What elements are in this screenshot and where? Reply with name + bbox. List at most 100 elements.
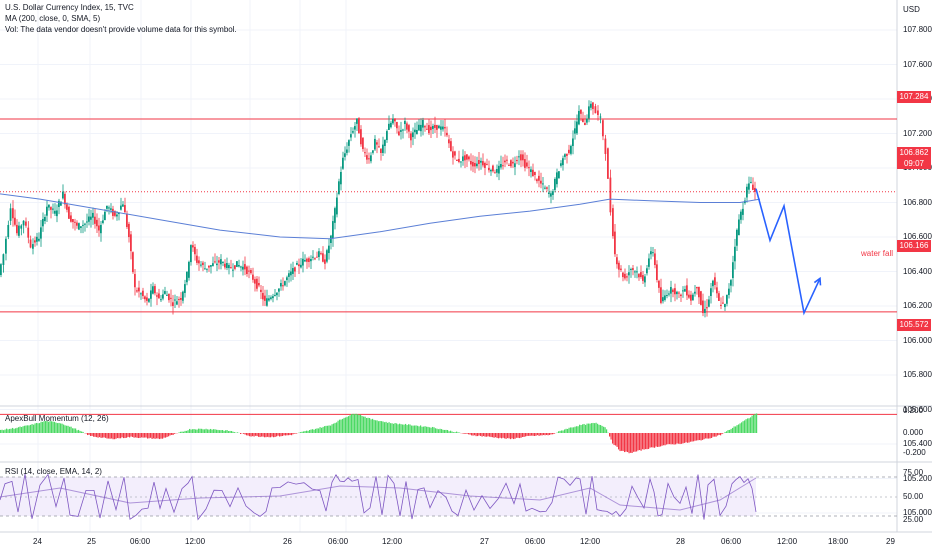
candle-body xyxy=(22,220,25,226)
candle-body xyxy=(350,134,352,138)
momentum-bar xyxy=(451,431,453,433)
momentum-bar xyxy=(324,426,326,433)
momentum-bar xyxy=(738,424,740,433)
time-axis-tick: 12:00 xyxy=(777,537,798,546)
candle-body xyxy=(426,128,428,130)
momentum-bar xyxy=(261,433,263,437)
candle-body xyxy=(100,224,102,234)
candle-body xyxy=(234,265,236,269)
price-axis-tick: 106.400 xyxy=(903,266,932,276)
momentum-bar xyxy=(562,430,564,433)
momentum-bar xyxy=(136,433,138,438)
candle-body xyxy=(688,294,690,298)
symbol-title[interactable]: U.S. Dollar Currency Index, 15, TVC xyxy=(5,3,134,12)
candle-body xyxy=(326,250,328,262)
momentum-bar xyxy=(445,429,447,433)
candle-body xyxy=(242,266,244,270)
water-fall-annotation[interactable]: water fall xyxy=(861,249,894,258)
momentum-bar xyxy=(411,425,413,433)
momentum-bar xyxy=(537,433,539,436)
projection-path[interactable] xyxy=(755,188,822,316)
momentum-bar xyxy=(19,426,21,433)
momentum-bar xyxy=(217,429,219,433)
momentum-bar xyxy=(0,429,2,433)
candle-body xyxy=(550,193,552,197)
momentum-bar xyxy=(510,433,512,440)
momentum-bar xyxy=(192,429,194,433)
momentum-bar xyxy=(220,430,222,433)
vol-legend: Vol: The data vendor doesn't provide vol… xyxy=(5,25,237,34)
momentum-bar xyxy=(703,433,705,440)
momentum-bar xyxy=(517,433,519,438)
momentum-bar xyxy=(661,433,663,446)
momentum-bar xyxy=(81,431,83,433)
candle-body xyxy=(390,122,392,128)
ma-legend[interactable]: MA (200, close, 0, SMA, 5) xyxy=(5,14,101,23)
candle-body xyxy=(494,172,496,174)
momentum-bar xyxy=(288,433,290,436)
momentum-bar xyxy=(565,428,567,433)
time-axis-tick: 29 xyxy=(886,537,895,546)
candle-body xyxy=(592,102,594,110)
momentum-bar xyxy=(225,430,227,433)
momentum-bar xyxy=(634,433,636,452)
candle-body xyxy=(382,144,384,153)
candle-body xyxy=(332,221,334,239)
candle-body xyxy=(618,262,620,270)
momentum-bar xyxy=(139,433,141,438)
momentum-bar xyxy=(463,433,465,434)
momentum-label[interactable]: ApexBull Momentum (12, 26) xyxy=(5,414,109,423)
price-axis-tick: 107.600 xyxy=(903,59,932,69)
projection-arrowhead xyxy=(813,276,822,286)
candle-body xyxy=(706,307,708,309)
candle-body xyxy=(474,162,476,167)
momentum-bar xyxy=(13,428,15,433)
candle-body xyxy=(336,197,338,215)
candle-body xyxy=(752,184,754,190)
momentum-bar xyxy=(25,425,27,433)
candle-body xyxy=(7,224,10,238)
momentum-bar xyxy=(447,429,449,433)
candle-body xyxy=(256,278,258,289)
candle-body xyxy=(9,208,12,221)
momentum-bar xyxy=(283,433,285,436)
candle-body xyxy=(70,215,72,222)
momentum-bar xyxy=(529,433,531,436)
momentum-bar xyxy=(507,433,509,439)
time-axis-tick: 18:00 xyxy=(828,537,849,546)
momentum-bar xyxy=(22,426,24,433)
momentum-bar xyxy=(295,433,297,434)
price-axis-tick: 105.200 xyxy=(903,473,932,483)
candle-body xyxy=(722,302,724,304)
horizontal-levels[interactable] xyxy=(0,118,897,415)
momentum-bar xyxy=(159,433,161,440)
momentum-bar xyxy=(487,433,489,437)
momentum-bar xyxy=(243,433,245,434)
momentum-bar xyxy=(370,419,372,433)
price-axis-tick: 106.200 xyxy=(903,301,932,310)
time-axis-tick: 06:00 xyxy=(130,537,151,546)
momentum-bar xyxy=(580,425,582,433)
candle-body xyxy=(602,120,604,137)
momentum-bar xyxy=(642,433,644,450)
candle-body xyxy=(594,106,597,114)
candle-body xyxy=(718,293,720,301)
momentum-bar xyxy=(412,425,414,433)
momentum-bar xyxy=(619,433,621,452)
momentum-histogram xyxy=(0,413,758,454)
candle-body xyxy=(148,298,150,302)
momentum-bar xyxy=(60,423,62,433)
candle-body xyxy=(298,264,300,267)
momentum-bar xyxy=(588,423,590,433)
momentum-bar xyxy=(190,429,192,433)
candle-body xyxy=(750,181,752,183)
momentum-bar xyxy=(156,433,158,439)
momentum-bar xyxy=(532,433,534,436)
candle-body xyxy=(748,183,750,190)
momentum-bar xyxy=(358,414,360,433)
momentum-bar xyxy=(441,429,443,433)
rsi-label[interactable]: RSI (14, close, EMA, 14, 2) xyxy=(5,467,102,476)
candle-body xyxy=(436,125,438,130)
time-axis-tick: 06:00 xyxy=(721,537,742,546)
